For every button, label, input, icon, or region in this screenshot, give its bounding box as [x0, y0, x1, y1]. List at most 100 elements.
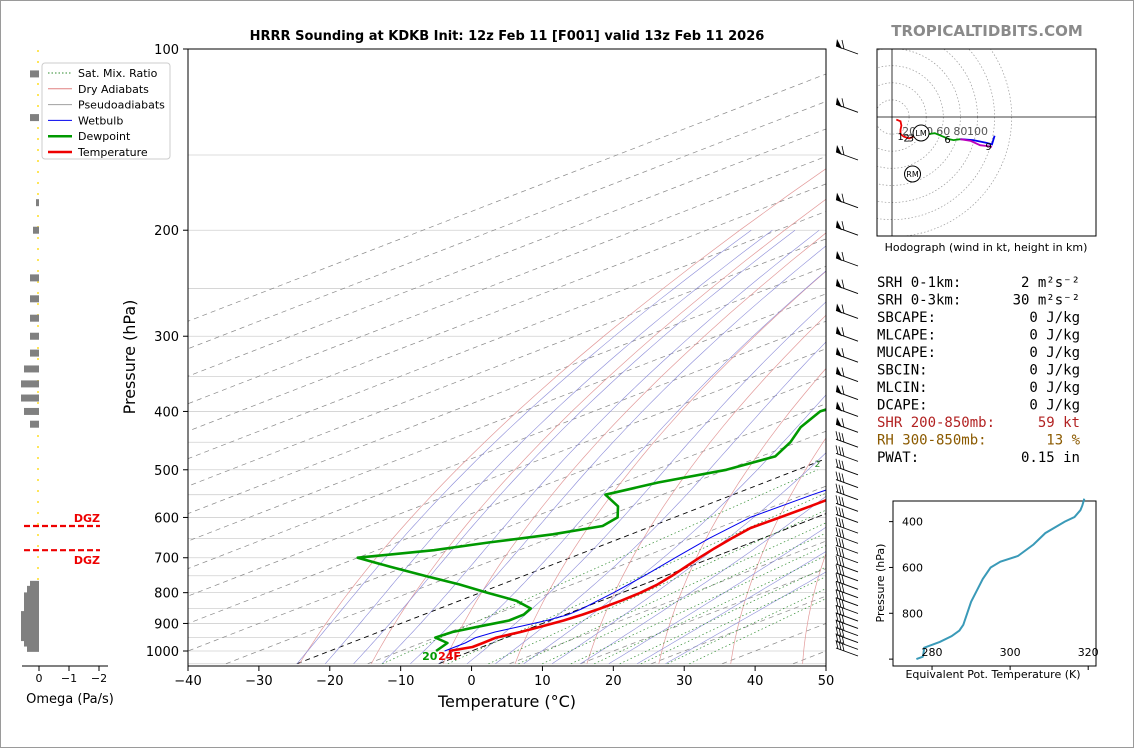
wind-barb	[835, 564, 859, 582]
hodograph-height-label: 6	[944, 135, 950, 146]
barb-flag	[835, 431, 839, 441]
wind-barb	[835, 251, 859, 267]
barb-flag	[838, 432, 842, 442]
moist-adiabat	[466, 301, 826, 665]
wind-barb	[835, 483, 859, 501]
stat-label: DCAPE:	[877, 398, 928, 414]
theta-e-xtick-label: 280	[922, 646, 943, 659]
theta-e-ytick-label: 600	[902, 561, 923, 574]
moist-adiabat	[523, 394, 826, 665]
barb-pennant	[836, 417, 842, 428]
wind-barb	[835, 431, 859, 448]
moist-adiabat	[296, 229, 752, 664]
wind-barb	[835, 639, 859, 657]
isotherm-line	[188, 403, 826, 652]
mixing-ratio-line	[689, 598, 826, 665]
barb-pennant	[836, 401, 842, 412]
moist-adiabat	[608, 526, 826, 665]
barb-flag	[838, 459, 842, 469]
hodograph-height-label: 9	[985, 142, 991, 153]
barb-flag	[841, 402, 845, 412]
omega-bar	[33, 226, 39, 234]
wind-barb	[835, 471, 859, 488]
chart-title: HRRR Sounding at KDKB Init: 12z Feb 11 […	[250, 29, 765, 44]
moist-adiabat	[438, 270, 826, 665]
barb-flag	[841, 566, 845, 576]
moist-adiabat	[665, 571, 826, 665]
series-dewpoint	[356, 408, 826, 653]
barb-pennant	[836, 384, 842, 395]
legend-label: Temperature	[77, 146, 148, 159]
barb-flag	[841, 641, 845, 652]
omega-tick-label: −2	[91, 672, 107, 685]
barb-shaft	[835, 466, 859, 476]
barb-flag	[841, 548, 845, 558]
barb-flag	[841, 539, 845, 549]
barb-flag	[835, 564, 839, 574]
barb-flag	[835, 445, 839, 455]
mixing-ratio-label: 2	[815, 460, 821, 470]
wind-barb	[835, 417, 859, 433]
barb-flag	[835, 555, 839, 566]
barb-shaft	[835, 452, 859, 462]
wind-barbs	[835, 39, 859, 657]
barb-flag	[835, 546, 839, 556]
mixing-ratio-line	[594, 555, 826, 665]
omega-bar	[30, 295, 39, 303]
barb-flag	[835, 605, 839, 615]
omega-bar	[27, 644, 39, 652]
mixing-ratio-label: 10	[959, 460, 971, 470]
legend-label: Sat. Mix. Ratio	[78, 67, 158, 80]
barb-flag	[838, 507, 842, 517]
legend-label: Dewpoint	[78, 130, 131, 143]
wind-barb	[835, 401, 859, 417]
barb-flag	[835, 506, 839, 516]
stat-label: MUCAPE:	[877, 345, 936, 361]
skewt-xlabel: Temperature (°C)	[437, 692, 576, 711]
wind-barb	[835, 589, 859, 607]
dry-adiabat	[514, 270, 826, 664]
x-tick-label: −20	[316, 674, 343, 689]
barb-flag	[841, 575, 845, 585]
barb-flag	[841, 251, 845, 262]
barb-flag	[835, 458, 839, 468]
barb-flag	[838, 590, 842, 600]
omega-bar	[30, 332, 39, 340]
barb-flag	[841, 583, 845, 593]
isotherm-line	[188, 375, 826, 624]
x-tick-label: 20	[605, 674, 622, 689]
barb-flag	[838, 518, 842, 528]
barb-flag	[838, 484, 842, 494]
isotherm-line	[188, 156, 826, 405]
omega-bar	[24, 605, 39, 613]
stat-label: SBCAPE:	[877, 310, 936, 326]
storm-motion-marker	[912, 124, 930, 142]
dgz-label: DGZ	[74, 512, 100, 525]
moist-adiabat	[410, 245, 826, 665]
wind-barb	[835, 612, 859, 629]
isotherm-line	[188, 211, 826, 460]
omega-bar	[30, 70, 39, 78]
wind-barb	[835, 597, 859, 614]
wind-barb	[835, 517, 859, 534]
barb-flag	[841, 39, 845, 50]
barb-pennant	[836, 278, 842, 289]
omega-bar	[30, 274, 39, 282]
barb-flag	[838, 613, 842, 623]
barb-pennant	[836, 97, 842, 108]
stat-label: SRH 0-3km:	[877, 293, 961, 309]
omega-bar	[36, 199, 39, 207]
barb-flag	[841, 304, 845, 314]
barb-flag	[841, 485, 845, 495]
omega-bar	[21, 394, 39, 402]
wind-barb	[835, 326, 859, 342]
legend-box	[41, 62, 171, 160]
barb-flag	[841, 529, 845, 539]
barb-pennant	[836, 39, 842, 49]
wind-barb	[835, 573, 859, 590]
stat-value: 0 J/kg	[1029, 380, 1080, 396]
moist-adiabat	[580, 495, 826, 665]
wind-barb	[835, 458, 859, 476]
y-tick-label: 900	[154, 617, 179, 632]
x-tick-label: 50	[818, 674, 835, 689]
